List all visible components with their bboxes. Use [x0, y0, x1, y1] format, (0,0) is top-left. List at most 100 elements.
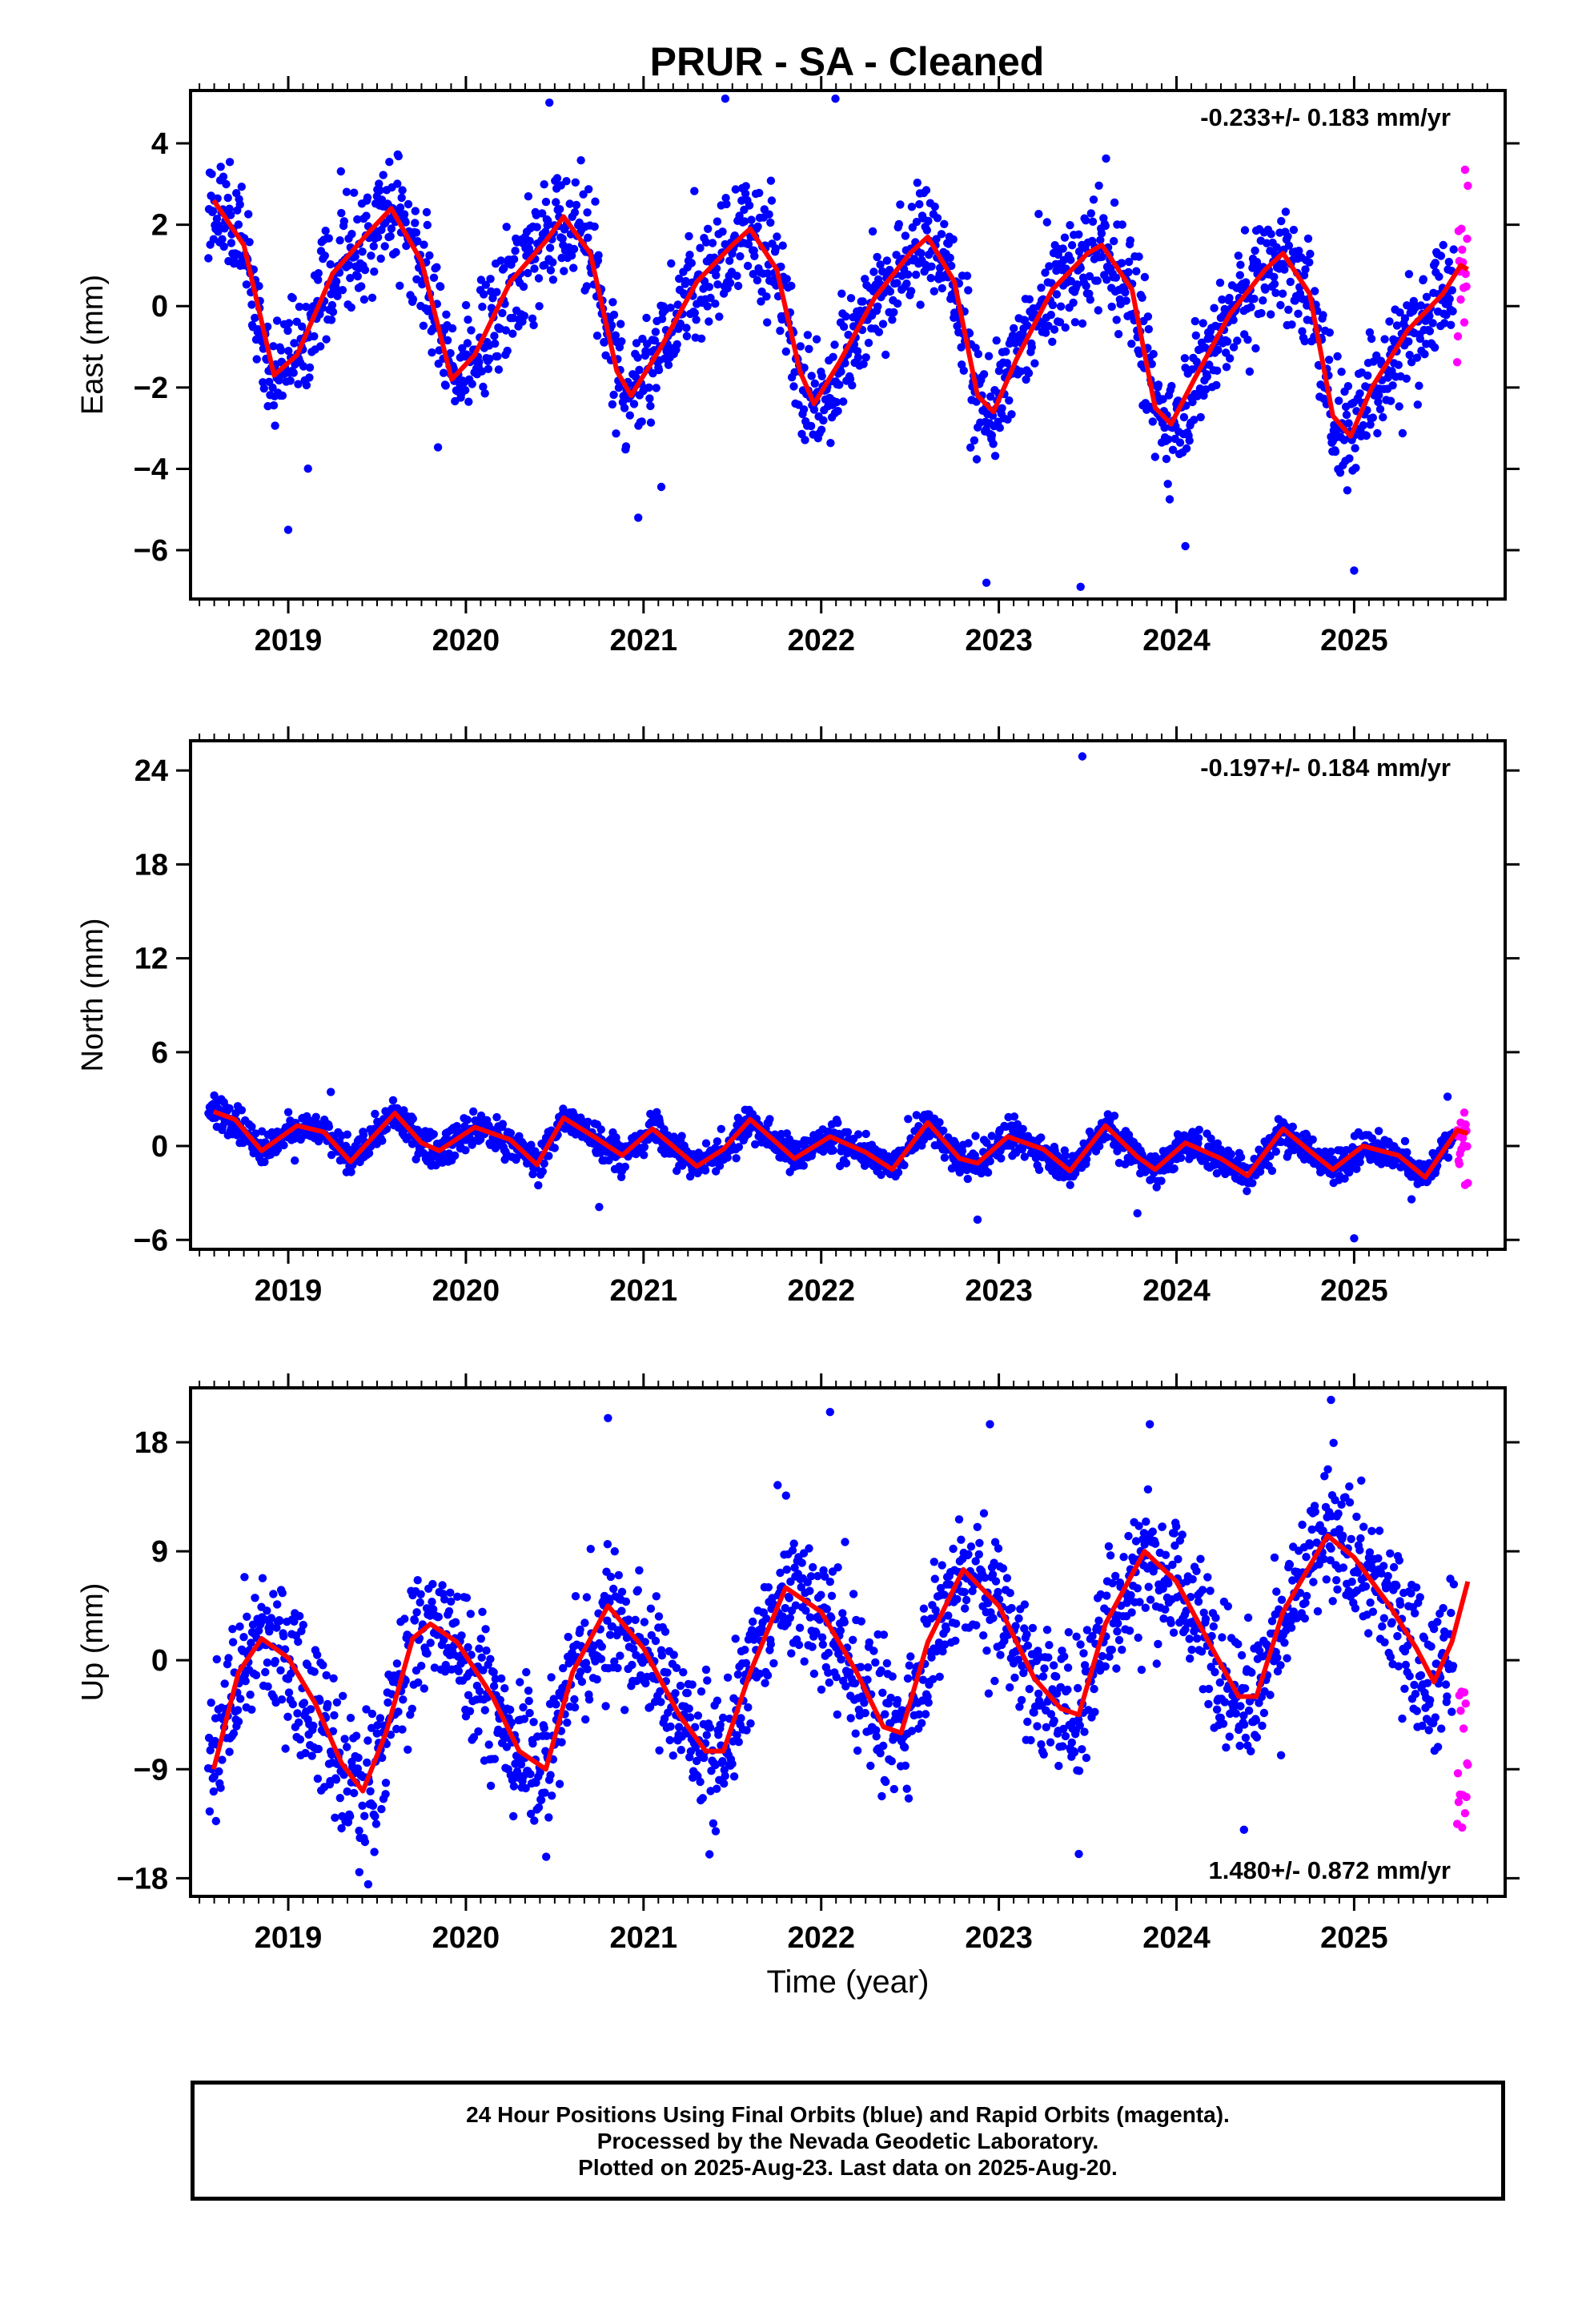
- final-orbit-point: [654, 1612, 664, 1621]
- final-orbit-point: [673, 300, 682, 309]
- final-orbit-point: [1413, 400, 1423, 409]
- final-orbit-point: [1267, 310, 1275, 319]
- final-orbit-point: [1287, 320, 1296, 329]
- final-orbit-point: [426, 1638, 435, 1647]
- final-orbit-point: [1067, 241, 1077, 250]
- final-orbit-point: [339, 217, 348, 226]
- final-orbit-point: [1025, 295, 1034, 304]
- final-orbit-point: [641, 1679, 650, 1688]
- final-orbit-point: [701, 238, 711, 247]
- final-orbit-point: [1243, 336, 1252, 344]
- final-orbit-point: [291, 1156, 299, 1165]
- final-orbit-point: [529, 320, 538, 330]
- final-orbit-point: [713, 217, 722, 226]
- final-orbit-point: [990, 452, 1000, 460]
- final-orbit-point: [651, 328, 661, 336]
- final-orbit-point: [640, 1151, 648, 1160]
- final-orbit-point: [360, 265, 370, 275]
- rapid-orbit-point: [1460, 165, 1470, 175]
- final-orbit-point: [351, 1731, 361, 1740]
- final-orbit-point: [858, 297, 868, 306]
- final-orbit-point: [536, 1767, 544, 1777]
- final-orbit-point: [212, 215, 222, 223]
- final-orbit-point: [1447, 320, 1456, 329]
- rapid-orbit-point: [1461, 269, 1470, 279]
- final-orbit-point: [376, 254, 385, 263]
- final-orbit-point: [616, 320, 625, 328]
- final-orbit-point: [666, 304, 675, 312]
- final-orbit-point: [839, 397, 848, 406]
- final-orbit-point: [1058, 244, 1067, 253]
- final-orbit-point: [1162, 454, 1171, 464]
- final-orbit-point: [489, 1668, 498, 1677]
- final-orbit-point: [506, 1128, 516, 1138]
- final-orbit-point: [313, 1651, 322, 1659]
- final-orbit-point: [207, 1699, 215, 1707]
- final-orbit-point: [715, 1161, 725, 1170]
- final-orbit-point: [321, 227, 330, 235]
- final-orbit-point: [512, 1767, 522, 1776]
- final-orbit-point: [498, 308, 507, 318]
- final-orbit-point: [439, 368, 448, 377]
- final-orbit-point: [278, 1589, 287, 1598]
- final-orbit-point: [763, 318, 772, 327]
- final-orbit-point: [279, 1140, 288, 1150]
- final-orbit-point: [1261, 285, 1270, 294]
- final-orbit-point: [747, 215, 756, 224]
- final-orbit-point: [787, 281, 796, 291]
- final-orbit-point: [979, 370, 989, 379]
- final-orbit-point: [294, 1718, 303, 1727]
- final-orbit-point: [466, 1610, 475, 1618]
- final-orbit-point: [327, 1151, 336, 1160]
- final-orbit-point: [436, 282, 445, 292]
- final-orbit-point: [731, 185, 740, 194]
- final-orbit-point: [989, 440, 998, 448]
- final-orbit-point: [1298, 327, 1307, 336]
- final-orbit-point: [1227, 1150, 1236, 1159]
- final-orbit-point: [241, 1677, 250, 1686]
- final-orbit-point: [963, 1174, 973, 1184]
- final-orbit-point: [673, 340, 681, 349]
- final-orbit-point: [509, 1782, 519, 1791]
- final-orbit-point: [635, 365, 644, 375]
- final-orbit-point: [474, 1727, 483, 1736]
- final-orbit-point: [576, 156, 585, 165]
- y-tick-label: 0: [151, 290, 168, 324]
- final-orbit-point: [433, 443, 443, 452]
- final-orbit-point: [697, 334, 706, 343]
- final-orbit-point: [500, 1684, 509, 1693]
- final-orbit-point: [652, 384, 661, 392]
- final-orbit-point: [633, 353, 642, 362]
- final-orbit-point: [546, 266, 556, 275]
- final-orbit-point: [371, 1811, 379, 1821]
- final-orbit-point: [1299, 295, 1307, 304]
- final-orbit-point: [629, 400, 639, 408]
- final-orbit-point: [800, 364, 809, 372]
- final-orbit-point: [299, 1699, 309, 1707]
- final-orbit-point: [353, 215, 362, 224]
- final-orbit-point: [826, 439, 835, 448]
- final-orbit-point: [247, 300, 256, 309]
- final-orbit-point: [835, 380, 844, 389]
- final-orbit-point: [1251, 246, 1259, 255]
- x-tick-label: 2021: [610, 624, 678, 657]
- final-orbit-point: [1127, 340, 1136, 348]
- final-orbit-point: [369, 242, 378, 251]
- final-orbit-point: [1007, 410, 1016, 419]
- final-orbit-point: [744, 239, 753, 249]
- final-orbit-point: [542, 1731, 551, 1740]
- final-orbit-point: [320, 251, 329, 260]
- rapid-orbit-point: [1458, 245, 1467, 254]
- final-orbit-point: [540, 1788, 549, 1797]
- final-orbit-point: [478, 302, 487, 312]
- final-orbit-point: [837, 367, 845, 376]
- final-orbit-point: [617, 1587, 627, 1597]
- data-points-rapid: [1452, 165, 1472, 367]
- final-orbit-point: [469, 1107, 478, 1116]
- final-orbit-point: [592, 332, 602, 340]
- final-orbit-point: [604, 1156, 613, 1165]
- final-orbit-point: [640, 1143, 649, 1152]
- final-orbit-point: [681, 276, 690, 286]
- final-orbit-point: [983, 1168, 993, 1177]
- final-orbit-point: [546, 1771, 555, 1779]
